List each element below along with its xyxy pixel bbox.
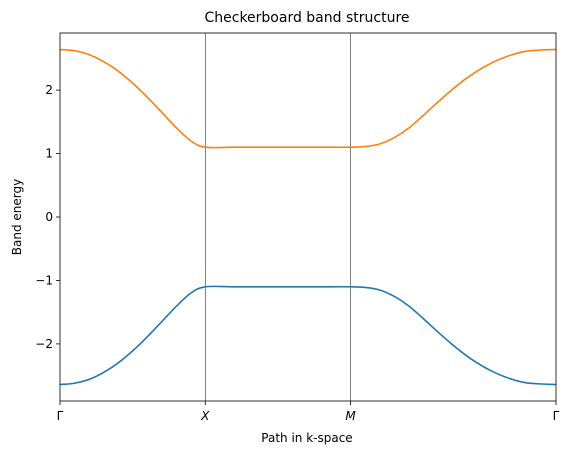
y-tick-label-3: −1 xyxy=(35,273,53,287)
x-axis-label: Path in k-space xyxy=(261,431,352,445)
band-lines xyxy=(59,48,557,386)
band-line-0 xyxy=(59,285,557,386)
x-tick-label-2: M xyxy=(345,409,356,423)
x-tick-label-0: Γ xyxy=(57,409,64,423)
chart-title: Checkerboard band structure xyxy=(204,10,409,26)
y-tick-label-0: 2 xyxy=(45,83,53,97)
y-axis-ticks: 2 1 0 −1 −2 xyxy=(35,83,60,351)
y-tick-label-1: 1 xyxy=(45,147,53,161)
y-axis-label: Band energy xyxy=(10,179,24,255)
y-tick-label-2: 0 xyxy=(45,210,53,224)
x-tick-label-3: Γ xyxy=(553,409,560,423)
vertical-markers xyxy=(205,33,351,401)
y-tick-label-4: −2 xyxy=(35,337,53,351)
x-tick-label-1: X xyxy=(200,409,210,423)
band-line-1 xyxy=(59,48,557,149)
